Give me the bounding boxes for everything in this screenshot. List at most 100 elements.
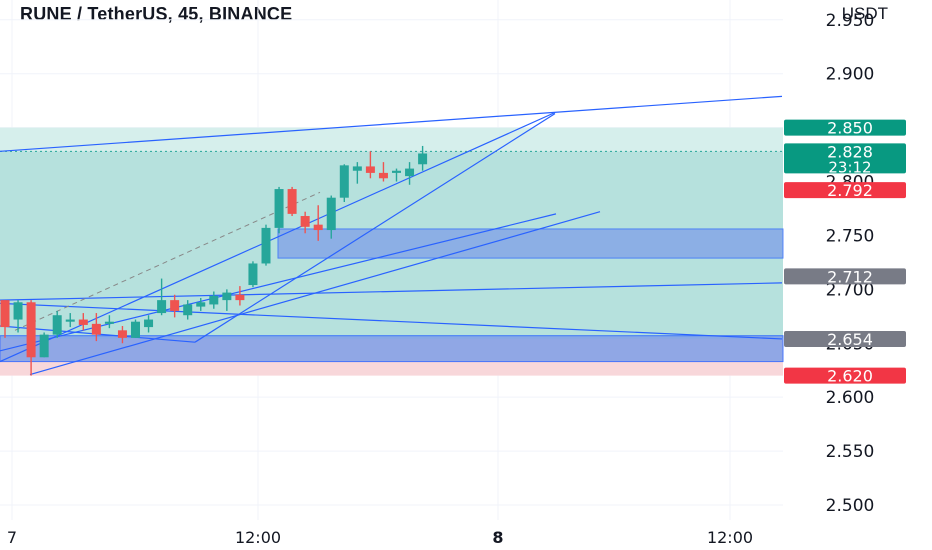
price-badge: 2.792 bbox=[784, 181, 906, 200]
candle-body bbox=[209, 295, 219, 305]
candle-body bbox=[157, 300, 167, 314]
candle-body bbox=[170, 300, 180, 311]
candle bbox=[104, 315, 114, 329]
candle-body bbox=[0, 300, 10, 328]
candle bbox=[248, 261, 258, 288]
trend-line bbox=[0, 302, 783, 340]
candle bbox=[365, 151, 375, 179]
price-badge-bg bbox=[784, 367, 906, 384]
y-tick-label: 2.900 bbox=[826, 65, 875, 85]
currency-label: USDT bbox=[841, 4, 888, 23]
candle bbox=[418, 145, 428, 171]
candle bbox=[287, 186, 297, 217]
target-zone-top bbox=[0, 127, 783, 152]
candle bbox=[78, 313, 88, 331]
resistance-box bbox=[277, 228, 784, 259]
candle bbox=[222, 289, 232, 311]
price-badge: 2.620 bbox=[784, 367, 906, 386]
candle bbox=[26, 300, 36, 376]
candle-body bbox=[26, 302, 36, 358]
price-badge: 2.654 bbox=[784, 330, 906, 349]
x-tick-label: 12:00 bbox=[235, 528, 281, 547]
x-tick-label: 7 bbox=[7, 528, 17, 547]
candle-body bbox=[235, 294, 245, 301]
candle bbox=[339, 164, 349, 203]
candle bbox=[144, 315, 154, 333]
candle-body bbox=[91, 323, 101, 335]
candle-body bbox=[78, 319, 88, 325]
x-tick-label: 8 bbox=[492, 528, 503, 547]
trend-line bbox=[0, 95, 783, 152]
y-tick-label: 2.950 bbox=[826, 11, 875, 31]
candle bbox=[392, 168, 401, 182]
trend-line bbox=[0, 111, 556, 363]
y-tick-label: 2.500 bbox=[826, 496, 875, 516]
price-badge-bg bbox=[784, 330, 906, 347]
price-badge: 2.850 bbox=[784, 119, 906, 138]
candle bbox=[117, 326, 127, 344]
price-badge-bg bbox=[784, 182, 906, 199]
candle bbox=[39, 332, 49, 358]
price-badge-text: 2.850 bbox=[827, 119, 873, 138]
candle bbox=[300, 211, 310, 234]
candle bbox=[378, 162, 388, 182]
y-tick-label: 2.600 bbox=[826, 388, 875, 408]
price-badge-text: 2.792 bbox=[827, 181, 873, 200]
chart-title: RUNE / TetherUS, 45, BINANCE bbox=[20, 4, 293, 24]
candle bbox=[131, 319, 140, 338]
price-badge-bg bbox=[784, 119, 906, 136]
candle bbox=[196, 297, 206, 311]
candle-body bbox=[261, 227, 271, 264]
y-tick-label: 2.750 bbox=[826, 226, 875, 246]
price-badge-text: 2.654 bbox=[827, 330, 873, 349]
support-box bbox=[0, 335, 784, 363]
price-badge-text: 2.828 bbox=[827, 142, 873, 161]
candle bbox=[13, 300, 23, 333]
candle bbox=[91, 313, 101, 342]
candle-body bbox=[378, 172, 388, 179]
candle bbox=[405, 162, 415, 185]
candle-body bbox=[274, 189, 284, 228]
candle bbox=[157, 278, 167, 316]
candle-body bbox=[104, 321, 114, 324]
y-tick-label: 2.550 bbox=[826, 442, 875, 462]
candle bbox=[183, 300, 193, 320]
countdown-text: 23:12 bbox=[828, 158, 871, 176]
candle bbox=[170, 294, 180, 318]
projection-line bbox=[14, 191, 321, 331]
candle-body bbox=[365, 166, 375, 173]
candle-body bbox=[300, 216, 310, 227]
candle-body bbox=[183, 304, 193, 316]
candle bbox=[326, 195, 336, 239]
candle bbox=[274, 186, 284, 234]
candle bbox=[65, 313, 75, 328]
price-badge-text: 2.620 bbox=[827, 367, 873, 386]
candle-layer bbox=[0, 145, 428, 376]
candle-body bbox=[13, 302, 23, 320]
candle-body bbox=[196, 302, 206, 307]
candle-body bbox=[65, 319, 75, 322]
candle-body bbox=[352, 166, 362, 171]
candle-body bbox=[222, 292, 232, 301]
price-badge-bg bbox=[784, 143, 906, 174]
candle-body bbox=[339, 165, 349, 198]
candle-body bbox=[313, 224, 323, 231]
axis-layer: 2.9502.9002.8502.8002.7502.7002.6502.600… bbox=[7, 11, 874, 547]
trend-line bbox=[194, 113, 556, 343]
candle bbox=[52, 310, 62, 338]
candle-body bbox=[392, 170, 401, 173]
candle-body bbox=[405, 168, 415, 177]
y-tick-label: 2.700 bbox=[826, 280, 875, 300]
trend-line bbox=[0, 282, 783, 301]
candle bbox=[313, 205, 323, 241]
candle-body bbox=[117, 330, 127, 338]
candle-body bbox=[248, 263, 258, 286]
price-badge: 2.712 bbox=[784, 267, 906, 286]
zone-layer bbox=[0, 127, 784, 376]
price-badge-text: 2.712 bbox=[827, 267, 873, 286]
candle bbox=[261, 224, 271, 266]
candle-body bbox=[287, 189, 297, 214]
x-tick-label: 12:00 bbox=[707, 528, 753, 547]
